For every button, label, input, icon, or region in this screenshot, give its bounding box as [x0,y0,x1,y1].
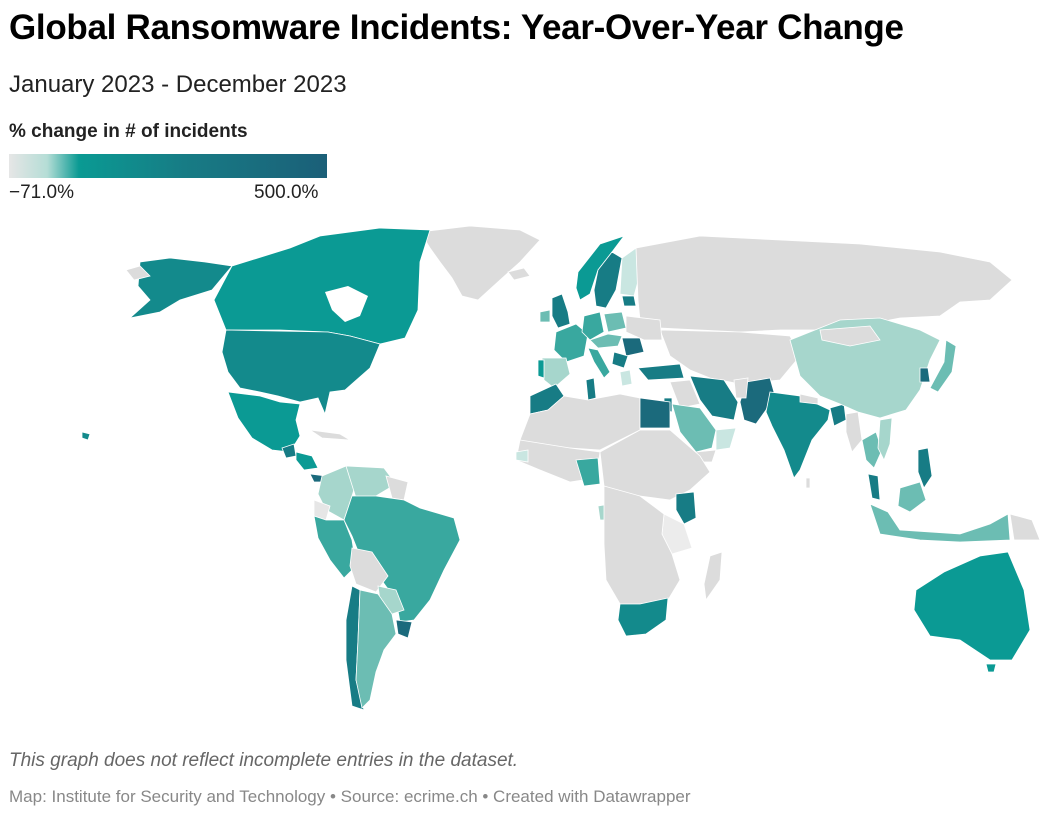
region-indonesia[interactable] [869,503,1011,543]
region-nepal[interactable] [799,393,819,405]
region-guianas[interactable] [385,475,409,501]
region-tasmania[interactable] [985,663,997,673]
region-south-africa[interactable] [617,597,669,637]
region-portugal[interactable] [537,359,545,379]
region-china[interactable] [789,317,941,419]
region-philippines[interactable] [917,447,933,489]
region-thailand[interactable] [861,431,883,469]
region-romania[interactable] [621,337,645,357]
region-bangladesh[interactable] [829,403,847,427]
region-balkans[interactable] [611,351,629,369]
region-tunisia[interactable] [585,377,597,401]
region-canada[interactable] [213,227,431,345]
region-argentina[interactable] [355,589,397,709]
region-afghanistan[interactable] [733,377,749,399]
region-egypt[interactable] [639,397,671,429]
region-greenland[interactable] [419,225,541,301]
region-central-europe[interactable] [589,333,623,349]
region-russia-east-tip[interactable] [125,265,151,281]
chart-subtitle: January 2023 - December 2023 [9,71,347,98]
region-central-america[interactable] [295,451,319,471]
region-spain[interactable] [541,357,571,389]
region-greece[interactable] [619,369,633,387]
footer-credits: Map: Institute for Security and Technolo… [9,787,691,806]
region-pakistan[interactable] [739,377,775,425]
region-borneo[interactable] [897,481,927,513]
region-iran[interactable] [689,375,739,421]
region-brazil[interactable] [343,495,461,623]
region-papua-new-guinea[interactable] [1009,513,1041,541]
legend-min-label: −71.0% [9,182,74,203]
region-hawaii[interactable] [81,431,91,441]
region-sweden[interactable] [593,251,623,309]
region-uruguay[interactable] [395,619,413,639]
region-vietnam[interactable] [877,417,893,461]
region-malaysia[interactable] [867,473,881,501]
region-ukraine[interactable] [625,315,663,341]
footer-note: This graph does not reflect incomplete e… [9,750,519,771]
region-sri-lanka[interactable] [805,477,811,489]
region-venezuela[interactable] [345,465,397,499]
legend-color-scale [9,154,327,178]
region-oman[interactable] [715,427,737,451]
region-saudi-arabia[interactable] [671,403,717,453]
region-australia[interactable] [913,551,1031,661]
region-madagascar[interactable] [703,551,723,602]
region-alaska[interactable] [128,257,233,319]
region-finland[interactable] [619,247,641,297]
region-germany[interactable] [581,311,605,341]
legend-title: % change in # of incidents [9,121,248,142]
region-nigeria[interactable] [575,457,601,487]
region-turkey[interactable] [637,363,685,381]
world-map [81,225,1041,711]
region-uk[interactable] [551,293,571,329]
region-iceland[interactable] [507,267,531,281]
region-kenya[interactable] [675,491,697,525]
region-france[interactable] [553,323,589,363]
region-ireland[interactable] [539,309,551,323]
chart-title: Global Ransomware Incidents: Year-Over-Y… [9,8,904,47]
legend-max-label: 500.0% [254,182,319,203]
region-baltics[interactable] [621,295,637,307]
region-south-korea[interactable] [919,367,931,383]
region-poland[interactable] [603,311,627,333]
region-senegal[interactable] [515,449,529,463]
region-united-states[interactable] [221,329,381,416]
region-myanmar[interactable] [845,411,863,453]
region-central-south-africa[interactable] [603,485,681,605]
region-mongolia[interactable] [819,325,881,347]
region-italy[interactable] [587,347,611,379]
region-japan[interactable] [929,339,957,393]
region-cuba[interactable] [309,429,351,441]
region-bolivia[interactable] [349,547,389,593]
hudson-bay [325,286,368,322]
region-iraq-syria[interactable] [669,379,701,409]
region-russia[interactable] [635,235,1013,333]
region-india[interactable] [765,391,831,479]
region-mexico[interactable] [227,391,301,453]
